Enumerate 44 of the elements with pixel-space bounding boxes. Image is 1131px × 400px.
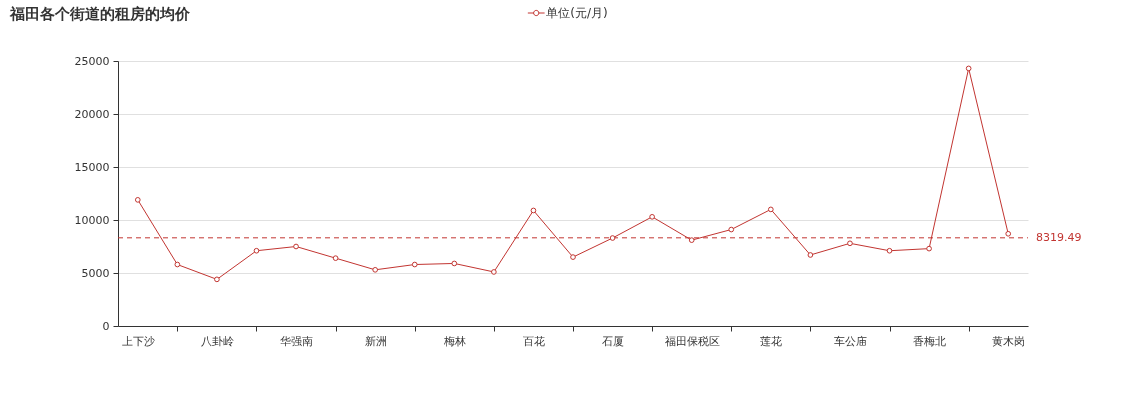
x-tick-label: 车公庙 [833,334,867,348]
point [886,247,893,254]
point [570,254,576,260]
point [688,237,695,243]
y-tick-label: 15000 [74,160,110,174]
point [293,243,299,250]
point [451,260,458,267]
x-tick-label: 百花 [522,334,545,348]
ref-line-label: 8319.49 [1036,230,1082,244]
point [965,65,972,72]
point [847,240,853,247]
point [134,197,141,203]
point [767,206,774,213]
x-tick-label: 福田保税区 [664,334,720,348]
x-tick-label: 莲花 [760,334,783,348]
y-tick-label: 0 [102,319,110,333]
point [491,269,497,275]
x-tick-label: 华强南 [280,334,314,348]
legend-label: 单位(元/月) [546,6,608,20]
x-tick-label: 石厦 [602,334,625,348]
y-tick-label: 5000 [81,266,110,280]
point [411,261,418,268]
point [253,247,260,254]
point [728,226,735,233]
point [372,266,379,273]
x-tick-label: 上下沙 [121,334,155,348]
x-tick-label: 梅林 [442,334,466,348]
x-tick-label: 香梅北 [913,334,947,348]
point [174,261,181,268]
point [214,276,220,283]
point [649,213,655,220]
point [530,207,537,214]
y-tick-label: 10000 [74,213,110,227]
chart-title: 福田各个街道的租房的均价 [9,5,191,23]
x-tick-label: 黄木岗 [992,334,1026,348]
point [332,255,339,261]
x-tick-label: 新洲 [364,334,387,348]
point [926,245,932,252]
x-tick-label: 八卦岭 [200,334,234,348]
y-tick-label: 20000 [74,107,110,121]
point [1005,230,1012,237]
point [609,235,616,241]
y-tick-label: 25000 [74,54,110,68]
point [807,252,814,258]
